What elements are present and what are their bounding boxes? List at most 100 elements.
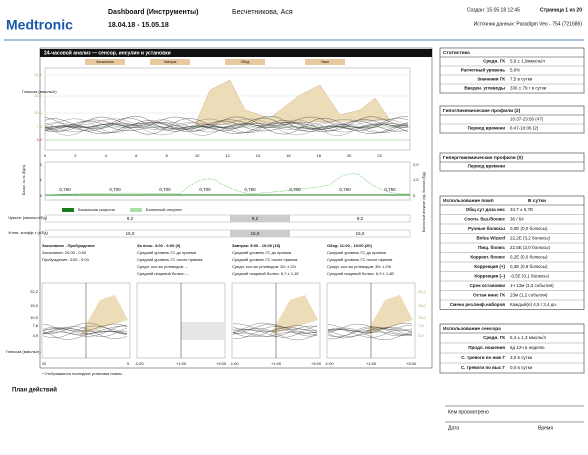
- panel-x-label: +1:00: [366, 361, 377, 366]
- row-value: -0,5Е (0,1 болюсы): [510, 273, 549, 278]
- section-title: Статистика: [443, 50, 470, 56]
- row-label: Средн. ГК: [483, 335, 505, 340]
- row-label: Значения ГК: [477, 77, 505, 82]
- panel-trace: [232, 325, 318, 338]
- panel-trace: [232, 322, 318, 335]
- glucose-trace: [44, 120, 409, 132]
- panel-x-label: +1:00: [176, 361, 187, 366]
- section-title: Гипогликемические профили (2): [443, 107, 521, 114]
- row-label: Ручные болюсы: [468, 225, 505, 231]
- glucose-trace: [44, 122, 409, 133]
- footnote: * Отображаются последние установки помпы: [42, 372, 122, 376]
- panel-trace: [42, 322, 128, 335]
- high-envelope: [194, 79, 391, 126]
- panel-trace: [42, 330, 128, 340]
- hour-label: 22: [377, 153, 382, 158]
- meal-tag: [225, 59, 265, 65]
- row-value: 0,0Е (0,0 болюсы): [510, 226, 548, 231]
- panel-glucose-tick: 3,9: [418, 333, 424, 338]
- overview-title-bar: [40, 49, 432, 57]
- basal-tick: 1: [40, 177, 43, 182]
- hour-label: 10: [195, 153, 200, 158]
- panel-trace: [327, 323, 413, 333]
- row-label: Общ сут доза инс: [466, 206, 506, 212]
- setting-highlight: [230, 230, 290, 237]
- row-box: [439, 161, 585, 172]
- panel-x-label: +3:00: [406, 361, 417, 366]
- row-box: [439, 362, 585, 374]
- basal-axis-title: Базал. ск-ть (Ед/ч): [22, 165, 26, 195]
- panel-glucose-tick: 15,0: [418, 303, 427, 308]
- panel-trace: [232, 324, 318, 337]
- section-title: Использование сенсора: [443, 326, 501, 332]
- row-value: 0,2Е (0,0 болюсы): [510, 254, 548, 259]
- meal-label: Засыпание: [96, 60, 114, 64]
- row-value: 5,4 ± 1,3 ммоль/л: [510, 335, 547, 340]
- panel-line: Средний уровень ГС до приема: [137, 250, 197, 255]
- bolus-curve: [44, 173, 411, 196]
- row-value: 6:47-10:06 (2): [510, 126, 539, 131]
- panel-line: Средний уровень ГС до приема: [232, 250, 292, 255]
- setting-value: 9,2: [252, 216, 259, 221]
- panel-trace: [327, 327, 413, 337]
- panel-trace: [42, 325, 128, 335]
- panel-line: Средний пищевой болюс: 6,9 ± 1,6Е: [327, 271, 394, 276]
- time: Время: [538, 425, 553, 431]
- hour-label: 6: [135, 153, 138, 158]
- glucose-trace: [44, 119, 409, 132]
- panel-line: Средний уровень ГС после приема: [137, 257, 203, 262]
- panel-trace: [232, 323, 318, 334]
- panel-line: Засыпание - Пробуждение: [42, 243, 96, 248]
- basal-rate: 0,700: [159, 187, 171, 192]
- glucose-tick: 22,2: [34, 72, 43, 77]
- data-source: Источник данных: Paradigm Veo - 754 (721…: [474, 21, 583, 27]
- basal-rate: 0,750: [59, 187, 71, 192]
- bolus-tick: 2,0: [413, 162, 419, 167]
- panel-line: Средний уровень ГС после приема: [232, 257, 298, 262]
- row-label: Средн. ГК: [483, 59, 505, 64]
- legend-swatch: [62, 208, 74, 212]
- row-value: 36 / 64: [510, 216, 524, 221]
- patient-name: Бесчетникова, Ася: [232, 9, 293, 16]
- panel-envelope: [365, 295, 413, 335]
- panel-x-label: +3:00: [216, 361, 227, 366]
- panel-trace: [327, 329, 413, 337]
- row-value: 7,5 в сутки: [510, 77, 533, 82]
- row-label: Коррект. болюс: [470, 253, 505, 259]
- row-label: Коррекция (–): [474, 273, 505, 278]
- row-value: 10:37-23:56 (47): [510, 117, 544, 122]
- bolus-axis-title: Болюсный инсулин (ед. болюса (Ед)): [422, 172, 426, 232]
- panel-trace: [232, 326, 318, 337]
- panel-line: Средн. кол-во углеводов: 32г ± 22г: [232, 264, 297, 269]
- basal-tick: 2: [40, 162, 43, 167]
- setting-label: Углев. коэфф-т (г/Ед): [8, 230, 48, 235]
- panel-trace: [232, 328, 318, 341]
- hour-label: 2: [74, 153, 77, 158]
- setting-label: Чувств. (ммоль/л/Ед): [8, 215, 48, 220]
- panel-envelope: [270, 295, 318, 335]
- panel-glucose-tick: 7,8: [418, 323, 424, 328]
- legend-label: Болюсный инсулин: [146, 207, 182, 212]
- panel-line: За ночь: 3:00 - 6:00 (0): [137, 243, 181, 248]
- row-value: 22,2Е (3,2 болюсы): [510, 235, 550, 240]
- meal-label: Обед: [241, 60, 250, 64]
- panel-x-label: -1:00: [324, 361, 334, 366]
- setting-value: 9,2: [357, 216, 364, 221]
- row-label: Соотн. баз./болюс: [464, 215, 505, 221]
- hour-label: 8: [166, 153, 169, 158]
- panel-glucose-tick: 10,0: [30, 315, 39, 320]
- page-number: Страница 1 из 20: [540, 7, 582, 13]
- row-box: [439, 83, 585, 94]
- setting-value: 15,0: [251, 231, 260, 236]
- row-label: С. тревоги по ниж Г: [461, 355, 505, 360]
- overview-title: 24-часовой анализ — сенсор, инсулин и ус…: [44, 49, 171, 56]
- action-plan: План действий: [12, 387, 57, 394]
- panel-line: Средний пищевой болюс: 6,7 ± 1,1Е: [232, 271, 299, 276]
- panel-line: Засыпание: 20:00 - 0:00: [42, 250, 87, 255]
- row-value: 3,0 в сутки: [510, 355, 533, 360]
- hour-label: 16: [286, 153, 291, 158]
- row-label: Смена рез./инф.наборов: [450, 301, 505, 307]
- bolus-tick: 1,0: [413, 177, 419, 182]
- section-title: Гипергликемические профили (0): [443, 154, 523, 161]
- section-column: В сутки: [528, 198, 546, 204]
